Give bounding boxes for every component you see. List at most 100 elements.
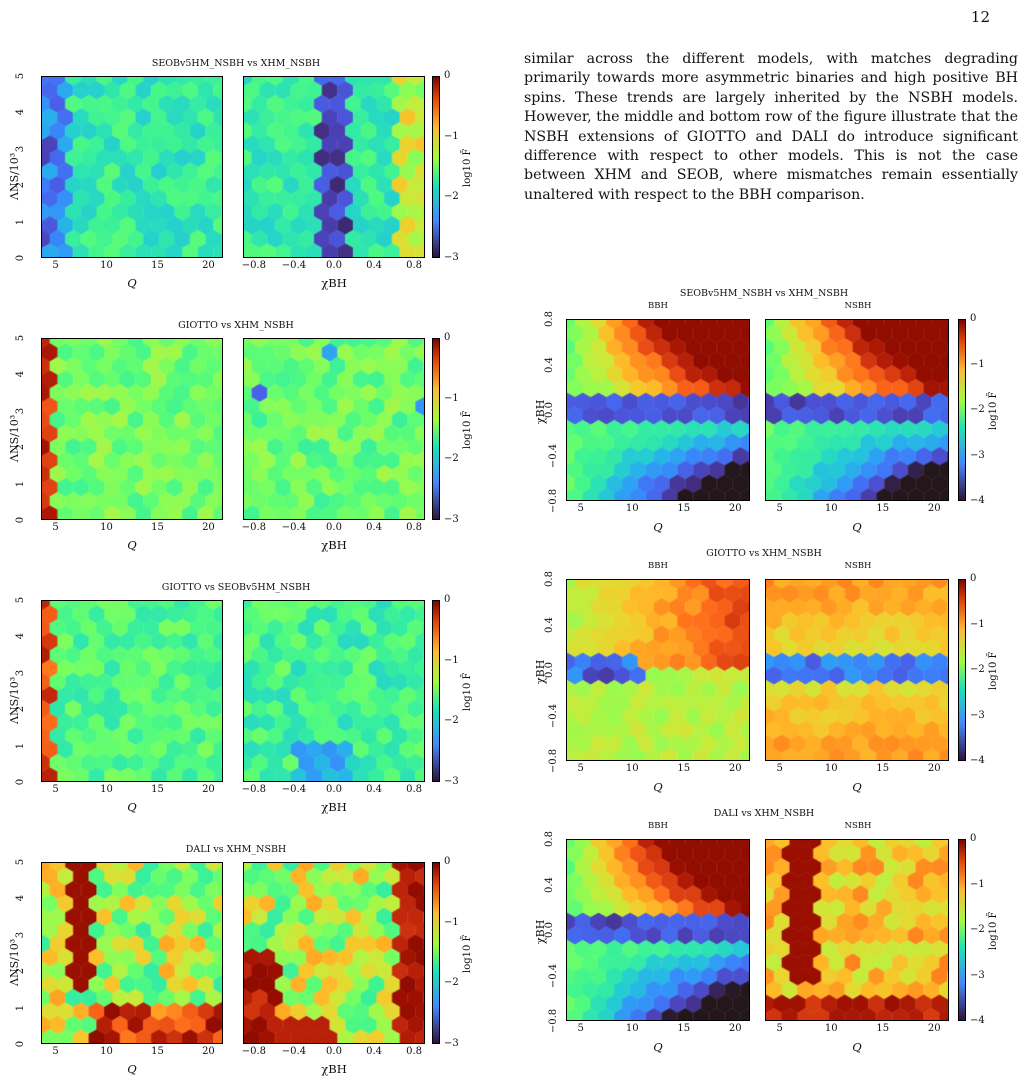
- right-panel-3-bbh-xtick-0: 5: [577, 1023, 584, 1034]
- left-panel-1-q-xtick-2: 15: [151, 260, 164, 271]
- left-panel-3-cbar-tick-3: −3: [444, 776, 459, 787]
- left-panel-2-cbar-tick-3: −3: [444, 514, 459, 525]
- left-panel-1-chi-xtick-2: 0.0: [326, 260, 342, 271]
- left-panel-4-ylabel: ΛNS/10³: [8, 938, 21, 986]
- right-panel-3-title: DALI vs XHM_NSBH: [713, 808, 815, 819]
- right-panel-1-ytick-0: −0.8: [548, 488, 560, 514]
- right-panel-3-cbar-tick-2: −2: [970, 924, 985, 935]
- right-panel-3-bbh-xtick-3: 20: [728, 1023, 742, 1034]
- right-panel-2-nsbh-xtick-0: 5: [776, 763, 783, 774]
- right-panel-1-nsbh-xtick-1: 10: [824, 503, 838, 514]
- left-panel-4-xlabel-q: Q: [127, 1062, 137, 1076]
- left-panel-4-ytick-1: 1: [15, 1004, 27, 1011]
- left-panel-3-cbar-tick-0: 0: [444, 594, 451, 605]
- right-panel-3-nsbh-heatmap: [765, 839, 949, 1021]
- right-panel-2-xlabel-bbh: Q: [653, 780, 663, 794]
- left-panel-2-cbar-tick-2: −2: [444, 453, 459, 465]
- left-panel-3-q-xtick-3: 20: [202, 784, 215, 795]
- left-panel-4-q-xtick-0: 5: [52, 1046, 59, 1057]
- left-panel-4-chi-xtick-3: 0.4: [366, 1046, 382, 1057]
- left-panel-1-cbar-tick-1: −1: [444, 130, 459, 142]
- left-panel-2-ytick-3: 3: [15, 407, 27, 414]
- left-panel-2-cbar-label: log10 F̄: [462, 410, 473, 449]
- left-panel-1-q-xtick-0: 5: [52, 260, 59, 271]
- left-panel-4-cbar-tick-2: −2: [444, 977, 459, 989]
- right-panel-3-bbh-heatmap: [566, 839, 750, 1021]
- left-panel-2-cbar-tick-1: −1: [444, 392, 459, 404]
- right-panel-1-colorbar: [958, 319, 966, 501]
- right-panel-1-bbh-xtick-1: 10: [625, 503, 639, 514]
- left-panel-1-chi-xtick-3: 0.4: [366, 260, 382, 271]
- right-panel-1-ytick-3: 0.4: [543, 356, 555, 373]
- left-panel-2-xlabel-chi: χBH: [321, 538, 347, 552]
- left-panel-4-cbar-tick-1: −1: [444, 916, 459, 928]
- right-panel-3-sub-nsbh: NSBH: [844, 821, 872, 831]
- left-panel-2-ytick-0: 0: [15, 516, 27, 524]
- left-panel-3-chi-xtick-4: 0.8: [406, 784, 423, 795]
- body-paragraph: similar across the different models, wit…: [524, 51, 1018, 203]
- left-panel-1-q-xtick-1: 10: [100, 260, 113, 271]
- right-panel-1-cbar-tick-4: −4: [970, 495, 985, 506]
- right-panel-3-nsbh-xtick-1: 10: [824, 1023, 838, 1034]
- right-panel-3-ytick-4: 0.8: [543, 831, 555, 847]
- right-panel-2-bbh-xtick-3: 20: [728, 763, 742, 774]
- right-panel-2-title: GIOTTO vs XHM_NSBH: [706, 548, 822, 559]
- left-panel-2-q-xtick-3: 20: [202, 522, 215, 533]
- right-panel-1-nsbh-xtick-2: 15: [876, 503, 890, 514]
- left-panel-4-q-xtick-2: 15: [151, 1046, 164, 1057]
- right-panel-2-bbh-xtick-2: 15: [677, 763, 691, 774]
- left-panel-1-cbar-tick-0: 0: [444, 70, 451, 81]
- left-panel-1-q-xtick-3: 20: [202, 260, 215, 271]
- left-panel-2-cbar-tick-0: 0: [444, 332, 451, 343]
- left-panel-1-cbar-label: log10 F̄: [462, 148, 473, 187]
- right-panel-1-xlabel-nsbh: Q: [852, 520, 862, 534]
- right-panel-3-cbar-tick-1: −1: [970, 878, 985, 890]
- left-panel-4-ytick-0: 0: [15, 1040, 27, 1048]
- right-panel-2-ytick-4: 0.8: [543, 571, 555, 587]
- left-panel-3-cbar-label: log10 F̄: [462, 672, 473, 711]
- right-panel-1-title: SEOBv5HM_NSBH vs XHM_NSBH: [679, 288, 849, 299]
- left-panel-3-ytick-1: 1: [15, 742, 27, 749]
- right-panel-3-nsbh-xtick-0: 5: [776, 1023, 783, 1034]
- left-panel-1-q-heatmap: [41, 76, 223, 258]
- right-panel-3-ytick-0: −0.8: [548, 1008, 560, 1034]
- right-panel-3-xlabel-nsbh: Q: [852, 1040, 862, 1054]
- right-panel-2-cbar-tick-0: 0: [970, 573, 977, 584]
- left-panel-4-q-xtick-3: 20: [202, 1046, 215, 1057]
- left-panel-3-chi-xtick-2: 0.0: [326, 784, 342, 795]
- right-panel-2-nsbh-xtick-3: 20: [927, 763, 941, 774]
- right-panel-2-cbar-tick-4: −4: [970, 755, 985, 766]
- right-panel-2-nsbh-xtick-2: 15: [876, 763, 890, 774]
- right-panel-1-nsbh-xtick-3: 20: [927, 503, 941, 514]
- left-panel-2-ytick-5: 5: [15, 334, 27, 342]
- right-panel-1-cbar-tick-1: −1: [970, 358, 985, 370]
- left-panel-2-chi-xtick-0: −0.8: [241, 522, 267, 533]
- left-panel-4-chi-xtick-4: 0.8: [406, 1046, 423, 1057]
- left-panel-4-ytick-3: 3: [15, 931, 27, 938]
- left-panel-2-chi-xtick-3: 0.4: [366, 522, 382, 533]
- right-panel-3-nsbh-xtick-2: 15: [876, 1023, 890, 1034]
- right-panel-3-nsbh-xtick-3: 20: [927, 1023, 941, 1034]
- right-panel-2-cbar-tick-2: −2: [970, 664, 985, 675]
- left-panel-4-chi-heatmap: [243, 862, 425, 1044]
- left-panel-2-title: GIOTTO vs XHM_NSBH: [178, 320, 294, 331]
- left-panel-1-chi-xtick-1: −0.4: [281, 260, 307, 271]
- right-panel-1-nsbh-heatmap: [765, 319, 949, 501]
- left-panel-3-ytick-0: 0: [15, 778, 27, 786]
- right-panel-2-sub-nsbh: NSBH: [844, 561, 872, 571]
- right-panel-2-bbh-xtick-0: 5: [577, 763, 584, 774]
- left-panel-3-chi-xtick-3: 0.4: [366, 784, 382, 795]
- left-panel-2-ytick-4: 4: [15, 371, 27, 378]
- left-panel-4-colorbar: [432, 862, 440, 1044]
- right-panel-1-bbh-heatmap: [566, 319, 750, 501]
- left-panel-3-ytick-4: 4: [15, 633, 27, 640]
- right-panel-1-ylabel: χBH: [534, 399, 547, 424]
- right-panel-2-bbh-xtick-1: 10: [625, 763, 639, 774]
- left-panel-4-title: DALI vs XHM_NSBH: [185, 844, 287, 855]
- right-panel-3-ytick-1: −0.4: [548, 963, 560, 988]
- left-panel-1-cbar-tick-2: −2: [444, 191, 459, 203]
- left-panel-1-ytick-3: 3: [15, 145, 27, 152]
- right-panel-1-cbar-tick-0: 0: [970, 313, 977, 324]
- left-panel-3-q-xtick-1: 10: [100, 784, 113, 795]
- right-panel-3-bbh-xtick-2: 15: [677, 1023, 691, 1034]
